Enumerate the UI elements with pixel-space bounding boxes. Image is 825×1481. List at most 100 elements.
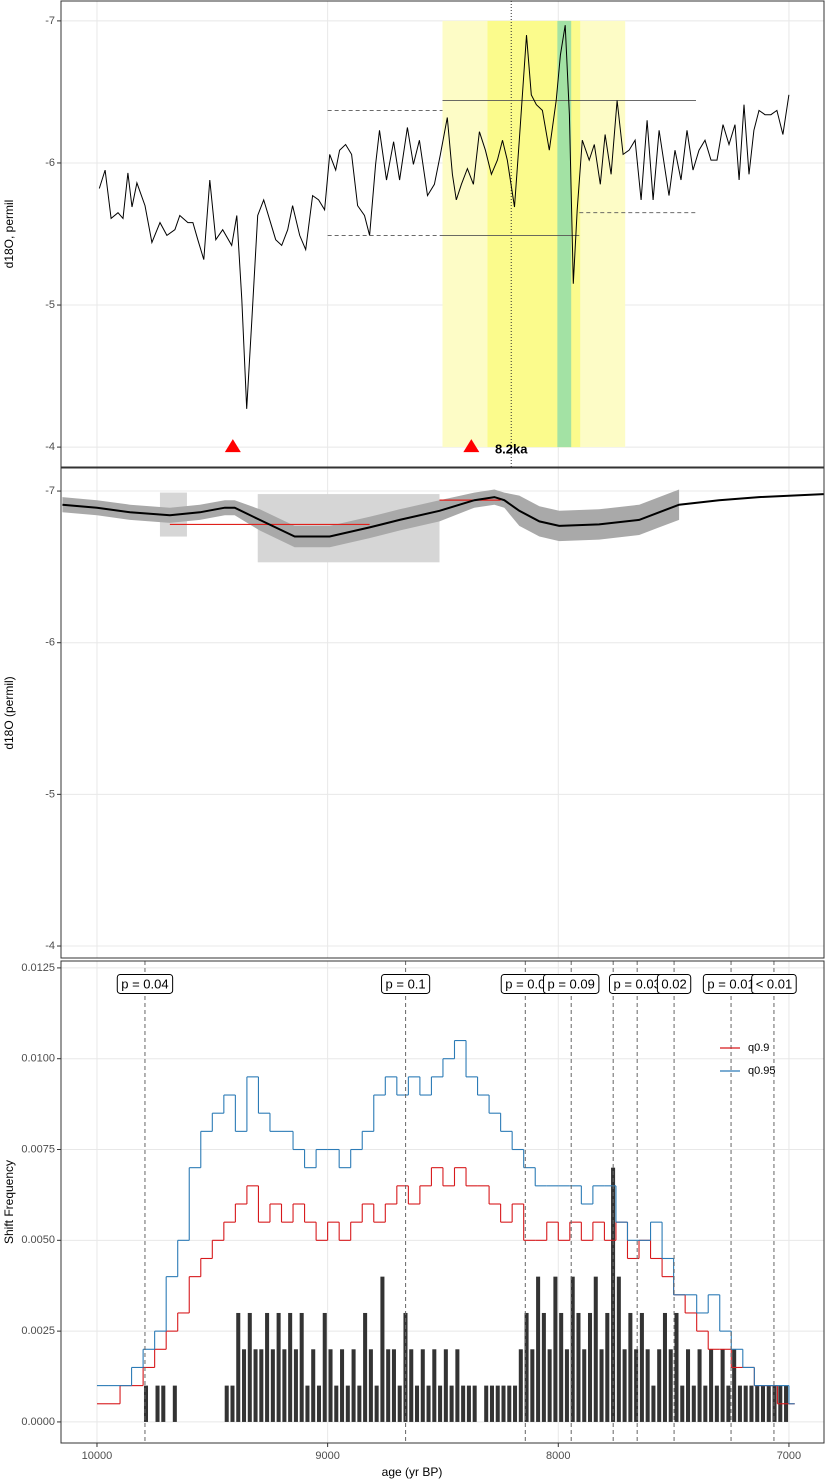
x-tick-label: 9000	[315, 1450, 339, 1462]
panel: 0.0000 0.0025 0.0050 0.0075 0.0100 0.0125 Shif…	[2, 960, 825, 1444]
histogram-bar	[397, 1385, 402, 1422]
histogram-bar	[616, 1276, 621, 1422]
histogram-bar	[680, 1385, 685, 1422]
histogram-bar	[524, 1312, 529, 1422]
histogram-bar	[259, 1349, 264, 1422]
data-line	[62, 493, 824, 538]
histogram-bar	[420, 1349, 425, 1422]
histogram-bar	[755, 1385, 760, 1422]
p-value-label: p = 0.09	[548, 976, 595, 991]
histogram-bar	[155, 1385, 160, 1422]
p-value-label: p = 0.0	[505, 976, 545, 991]
histogram-bar	[288, 1312, 293, 1422]
histogram-bar	[380, 1276, 385, 1422]
histogram-bar	[639, 1312, 644, 1422]
histogram-bar	[293, 1349, 298, 1422]
y-tick-label: -6	[45, 637, 55, 649]
histogram-bar	[714, 1385, 719, 1422]
histogram-bar	[230, 1385, 235, 1422]
y-tick-label: -5	[45, 299, 55, 311]
histogram-bar	[760, 1385, 766, 1422]
histogram-bar	[443, 1349, 448, 1422]
histogram-bar	[247, 1312, 252, 1422]
histogram-bar	[766, 1385, 771, 1422]
y-tick-label: 0.0125	[21, 962, 55, 974]
histogram-bar	[605, 1312, 610, 1422]
y-tick-label: 0.0025	[21, 1325, 55, 1337]
plot-area	[61, 468, 824, 958]
histogram-bar	[518, 1349, 523, 1422]
histogram-bar	[426, 1385, 431, 1422]
p-value-box	[751, 973, 797, 994]
p-value-box	[543, 973, 600, 994]
histogram-bar	[143, 1385, 149, 1422]
plot-area	[61, 961, 824, 1443]
event-marker	[463, 439, 480, 453]
histogram-bar	[611, 1167, 616, 1422]
plot-area	[61, 1, 824, 467]
p-value-label: p = 0.03	[613, 976, 660, 991]
histogram-bar	[495, 1385, 500, 1422]
histogram-bar	[628, 1312, 633, 1422]
p-value-box	[656, 973, 692, 994]
histogram-bar	[265, 1312, 270, 1422]
histogram-bar	[749, 1385, 754, 1422]
histogram-bar	[224, 1385, 229, 1422]
histogram-bar	[582, 1349, 587, 1422]
histogram-bar	[553, 1276, 558, 1422]
histogram-bar	[414, 1385, 420, 1422]
legend-label: q0.9	[748, 1042, 769, 1054]
p-value-label: p = 0.01	[707, 976, 754, 991]
annotation: 8.2ka	[495, 442, 528, 457]
histogram-bar	[489, 1385, 494, 1422]
panel-border	[60, 960, 825, 1444]
histogram-bar	[668, 1349, 673, 1422]
histogram-bar	[513, 1385, 518, 1422]
y-axis-title: d18O (permil)	[2, 676, 16, 749]
histogram-bar	[576, 1312, 581, 1422]
histogram-bar	[316, 1385, 322, 1422]
histogram-bar	[466, 1385, 471, 1422]
histogram-bar	[357, 1385, 362, 1422]
histogram-bar	[720, 1349, 725, 1422]
histogram-bar	[368, 1349, 373, 1422]
histogram-bar	[328, 1349, 333, 1422]
panel: -7 -6 -5 -4 d18O (permil)	[2, 467, 825, 959]
histogram-bar	[634, 1349, 639, 1422]
histogram-bar	[363, 1312, 368, 1422]
histogram-bar	[599, 1349, 604, 1422]
p-value-label: 0.02	[661, 976, 686, 991]
histogram-bar	[455, 1349, 460, 1422]
histogram-bar	[374, 1385, 379, 1422]
histogram-bar	[484, 1385, 489, 1422]
histogram-bar	[662, 1312, 667, 1422]
histogram-bar	[674, 1312, 679, 1422]
histogram-bar	[351, 1349, 356, 1422]
histogram-bar	[438, 1385, 443, 1422]
histogram-bar	[345, 1385, 350, 1422]
histogram-bar	[547, 1349, 552, 1422]
x-tick-label: 8000	[546, 1450, 570, 1462]
histogram-bar	[311, 1349, 316, 1422]
histogram-bar	[697, 1349, 702, 1422]
histogram-bar	[536, 1276, 541, 1422]
histogram-bar	[282, 1349, 287, 1422]
histogram-bar	[386, 1349, 391, 1422]
histogram-bar	[726, 1385, 731, 1422]
histogram-bar	[530, 1349, 535, 1422]
histogram-bar	[743, 1385, 748, 1422]
shade-band	[557, 20, 572, 448]
histogram-bar	[161, 1385, 166, 1422]
y-tick-label: 0.0050	[21, 1234, 55, 1246]
confidence-ribbon	[62, 489, 680, 548]
histogram-bar	[732, 1349, 737, 1422]
x-tick-label: 10000	[82, 1450, 113, 1462]
histogram-bar	[391, 1349, 396, 1422]
y-tick-label: -5	[45, 788, 55, 800]
panel-border	[60, 467, 825, 959]
histogram-bar	[541, 1312, 546, 1422]
y-tick-label: 0.0100	[21, 1053, 55, 1065]
event-marker	[224, 439, 241, 453]
histogram-bar	[651, 1385, 656, 1422]
histogram-bar	[253, 1349, 258, 1422]
